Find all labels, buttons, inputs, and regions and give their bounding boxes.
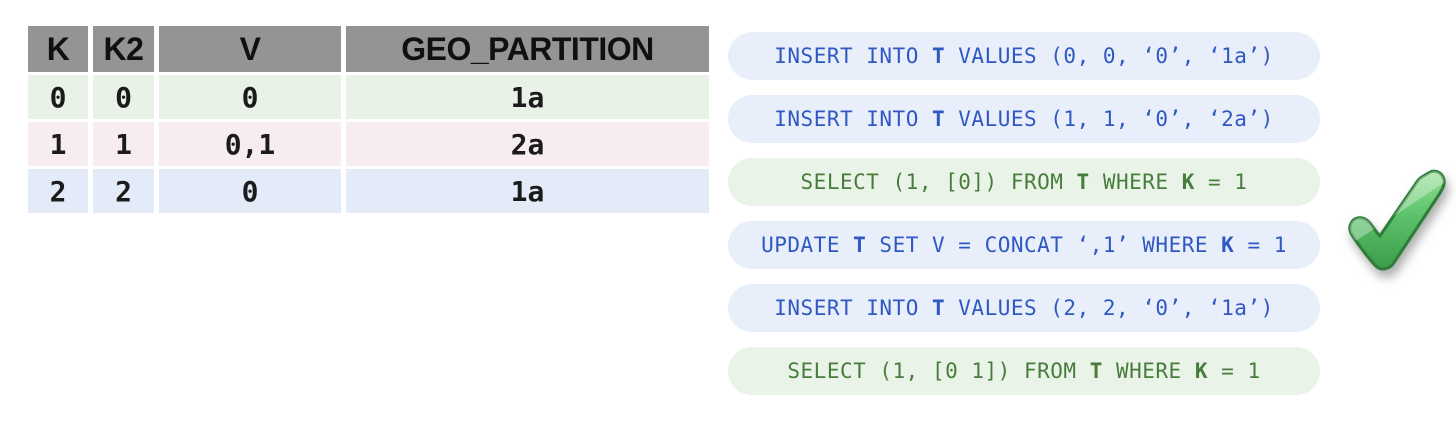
sql-statement-list: INSERT INTO T VALUES (0, 0, ‘0’, ‘1a’) I… [728,32,1320,395]
checkmark-icon [1348,169,1446,271]
table-header-cell-k2: K2 [93,26,154,72]
sql-text: UPDATE [761,233,854,257]
sql-keyword: K [1181,170,1195,194]
table-cell: 1a [346,169,709,213]
sql-text: SELECT (1, [0]) FROM [800,170,1077,194]
sql-text: VALUES (0, 0, ‘0’, ‘1a’) [945,44,1274,68]
table-header-cell-v: V [159,26,341,72]
sql-keyword: T [931,296,946,320]
sql-keyword: K [1194,359,1209,383]
sql-statement-pill: INSERT INTO T VALUES (0, 0, ‘0’, ‘1a’) [728,32,1320,80]
table-cell: 1 [93,122,154,166]
sql-text: VALUES (2, 2, ‘0’, ‘1a’) [945,296,1274,320]
table-cell: 2 [28,169,88,213]
sql-text: = 1 [1208,359,1261,383]
sql-statement-pill: INSERT INTO T VALUES (1, 1, ‘0’, ‘2a’) [728,95,1320,143]
sql-text: = 1 [1234,233,1287,257]
partition-table: K K2 V GEO_PARTITION 0 0 0 1a 1 1 0,1 2a… [28,26,709,213]
sql-keyword: T [1089,359,1103,383]
table-cell: 1 [28,122,88,166]
table-cell: 2 [93,169,154,213]
table-cell: 1a [346,75,709,119]
sql-text: INSERT INTO [774,296,932,320]
table-header-cell-geo-partition: GEO_PARTITION [346,26,709,72]
sql-text: WHERE [1089,170,1182,194]
sql-statement-pill: SELECT (1, [0 1]) FROM T WHERE K = 1 [728,347,1320,395]
sql-statement-pill: SELECT (1, [0]) FROM T WHERE K = 1 [728,158,1320,206]
table-cell: 0 [159,169,341,213]
sql-statement-pill: UPDATE T SET V = CONCAT ‘,1’ WHERE K = 1 [728,221,1320,269]
table-cell: 0 [28,75,88,119]
sql-keyword: T [1076,170,1090,194]
table-cell: 0 [159,75,341,119]
sql-text: WHERE [1102,359,1195,383]
sql-text: SET V = CONCAT ‘,1’ WHERE [866,233,1222,257]
sql-text: = 1 [1194,170,1248,194]
sql-text: VALUES (1, 1, ‘0’, ‘2a’) [945,107,1274,131]
sql-text: INSERT INTO [774,107,932,131]
sql-keyword: K [1221,233,1235,257]
sql-keyword: T [931,44,946,68]
table-cell: 0,1 [159,122,341,166]
sql-text: SELECT (1, [0 1]) FROM [787,359,1090,383]
sql-text: INSERT INTO [774,44,932,68]
sql-statement-pill: INSERT INTO T VALUES (2, 2, ‘0’, ‘1a’) [728,284,1320,332]
sql-keyword: T [931,107,946,131]
table-header-cell-k: K [28,26,88,72]
table-cell: 0 [93,75,154,119]
table-cell: 2a [346,122,709,166]
sql-keyword: T [853,233,867,257]
